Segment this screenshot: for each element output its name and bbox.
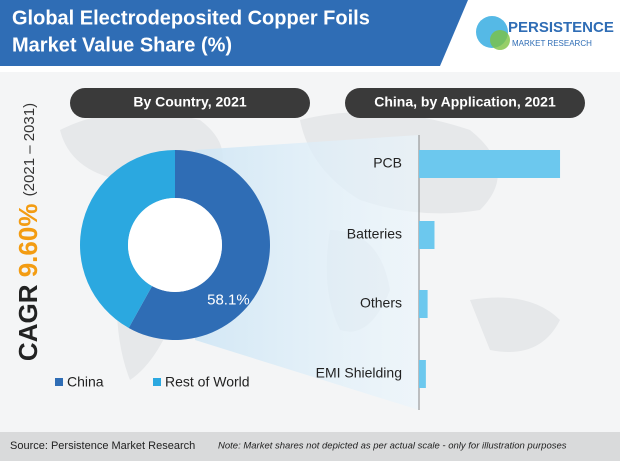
logo-name: PERSISTENCE: [508, 19, 614, 36]
bar: [419, 150, 561, 178]
cagr-value: 9.60%: [13, 204, 43, 278]
footer-bg: [0, 432, 620, 461]
logo-sub: MARKET RESEARCH: [512, 39, 592, 48]
data-label: 58.1%: [207, 291, 250, 308]
bar: [419, 360, 426, 388]
source: Source: Persistence Market Research: [10, 440, 195, 452]
category-label: PCB: [373, 155, 402, 171]
donut-segment: [79, 150, 175, 328]
logo-mark: [490, 30, 510, 50]
chart-title: By Country, 2021: [133, 94, 247, 110]
cagr-period: (2021 – 2031): [21, 103, 38, 196]
category-label: Batteries: [347, 226, 402, 242]
donut-hole: [128, 198, 222, 292]
note: Note: Market shares not depicted as per …: [218, 441, 567, 452]
legend-label: Rest of World: [165, 374, 250, 390]
title: Global Electrodeposited Copper Foils: [12, 7, 370, 29]
title-banner: [0, 0, 468, 66]
bar: [419, 290, 428, 318]
title: Market Value Share (%): [12, 34, 232, 56]
bar: [419, 221, 435, 249]
legend-label: China: [67, 374, 104, 390]
category-label: EMI Shielding: [316, 365, 402, 381]
legend-swatch: [153, 378, 161, 386]
category-label: Others: [360, 295, 402, 311]
chart-title: China, by Application, 2021: [374, 94, 556, 110]
panel-header: [70, 88, 310, 118]
legend-swatch: [55, 378, 63, 386]
cagr-label: CAGR: [13, 284, 43, 361]
donut-segment: [128, 150, 270, 340]
cagr: CAGR 9.60% (2021 – 2031): [13, 103, 43, 361]
panel-header: [345, 88, 585, 118]
